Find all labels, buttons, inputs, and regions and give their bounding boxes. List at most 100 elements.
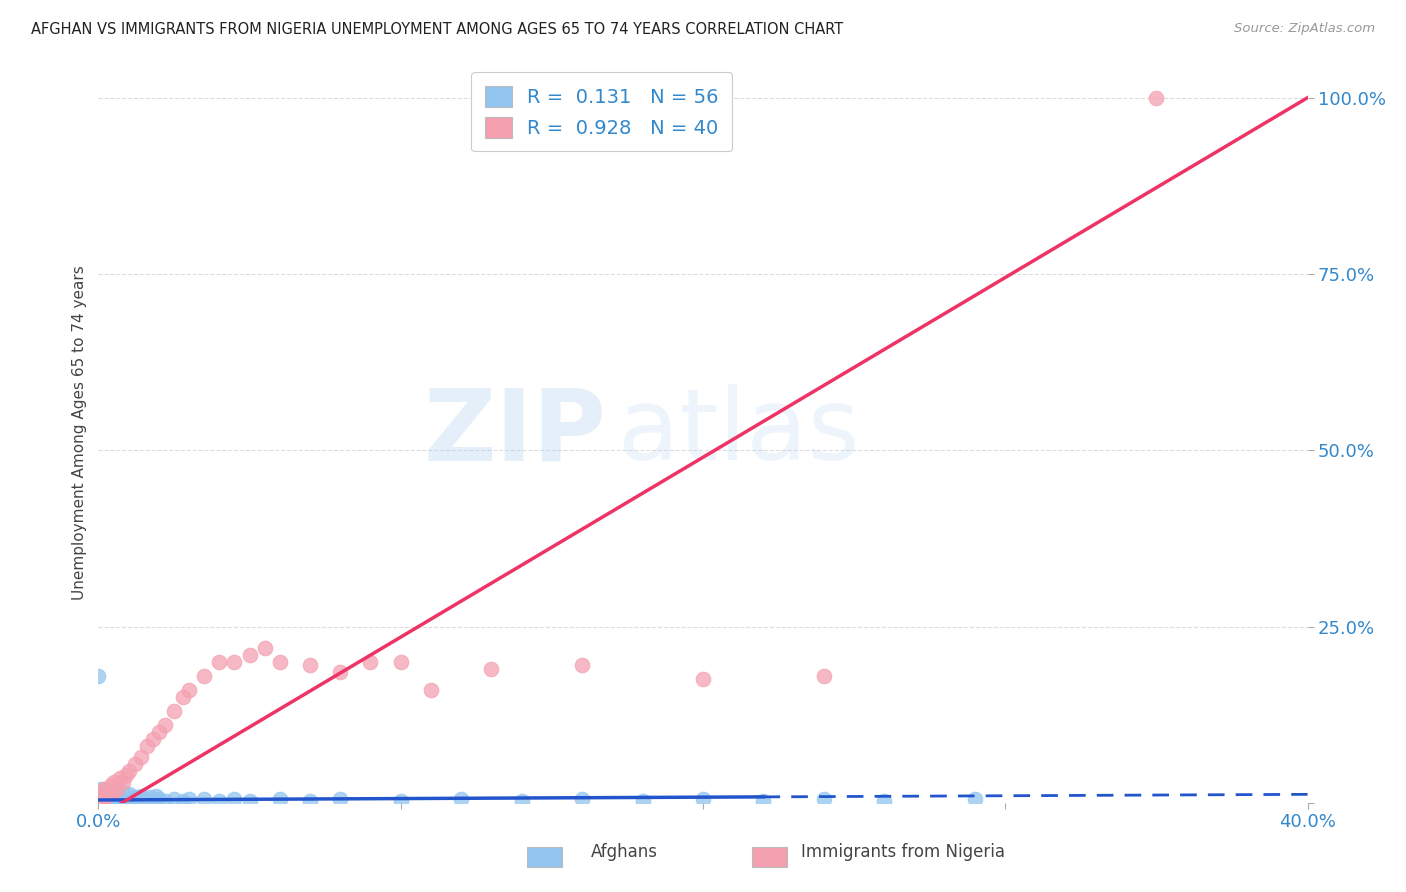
Point (118, 788, 141, 802)
Point (121, 792, 143, 806)
Point (172, 690, 194, 704)
Point (329, 792, 352, 806)
Point (87, 789, 110, 803)
Point (96, 789, 118, 803)
Point (90, 796, 112, 810)
Text: Immigrants from Nigeria: Immigrants from Nigeria (801, 843, 1005, 861)
Point (299, 658, 322, 673)
Point (239, 648, 262, 662)
Point (118, 796, 141, 810)
Point (139, 790, 162, 805)
Point (224, 655, 246, 669)
Point (420, 683, 443, 698)
Point (93, 792, 115, 806)
Point (111, 774, 134, 789)
Point (389, 794, 412, 808)
Point (239, 794, 262, 808)
Point (142, 794, 165, 808)
Point (813, 669, 835, 683)
Point (571, 792, 593, 806)
Point (450, 792, 472, 806)
Point (105, 790, 128, 805)
Text: Source: ZipAtlas.com: Source: ZipAtlas.com (1234, 22, 1375, 36)
Point (114, 794, 136, 808)
Point (481, 662, 503, 676)
Point (129, 750, 152, 764)
Point (135, 739, 157, 754)
Point (87, 794, 110, 808)
Point (172, 794, 194, 808)
Point (179, 683, 201, 698)
Point (100, 791, 122, 805)
Point (145, 789, 167, 803)
Point (96, 788, 118, 802)
Point (132, 792, 155, 806)
Point (163, 792, 186, 806)
Point (813, 792, 835, 806)
Point (103, 774, 125, 789)
Point (103, 789, 125, 803)
Point (96, 790, 118, 805)
Point (105, 781, 128, 796)
Point (124, 757, 146, 772)
Point (873, 794, 896, 808)
Point (118, 764, 141, 778)
Point (100, 794, 122, 808)
Point (965, 792, 987, 806)
Point (224, 792, 246, 806)
Text: atlas: atlas (619, 384, 860, 481)
Point (93, 785, 115, 799)
Point (124, 790, 146, 805)
Point (105, 794, 128, 808)
Point (193, 669, 215, 683)
Point (142, 732, 165, 747)
Point (93, 781, 115, 796)
Point (299, 794, 322, 808)
Point (163, 704, 186, 718)
Point (148, 725, 170, 739)
Point (752, 794, 775, 808)
Text: ZIP: ZIP (423, 384, 606, 481)
Point (108, 794, 131, 808)
Y-axis label: Unemployment Among Ages 65 to 74 years: Unemployment Among Ages 65 to 74 years (72, 265, 87, 600)
Point (111, 792, 134, 806)
Point (631, 794, 654, 808)
Point (692, 792, 714, 806)
Point (103, 785, 125, 799)
Point (90, 785, 112, 799)
Point (111, 785, 134, 799)
Point (108, 771, 131, 785)
Point (1144, 91, 1167, 105)
Point (269, 655, 291, 669)
Point (692, 673, 714, 687)
Point (148, 792, 170, 806)
Point (253, 640, 276, 655)
Point (208, 655, 231, 669)
Point (510, 794, 533, 808)
Point (153, 794, 176, 808)
Point (100, 778, 122, 792)
Text: Afghans: Afghans (591, 843, 658, 861)
Point (193, 792, 215, 806)
Point (103, 796, 125, 810)
Point (153, 718, 176, 732)
Point (87, 669, 110, 683)
Point (93, 792, 115, 806)
Point (179, 792, 201, 806)
Point (360, 655, 382, 669)
Point (96, 796, 118, 810)
Point (329, 665, 352, 680)
Point (269, 792, 291, 806)
Point (127, 794, 149, 808)
Point (90, 789, 112, 803)
Point (135, 796, 157, 810)
Point (90, 781, 112, 796)
Point (90, 796, 112, 810)
Point (114, 767, 136, 781)
Point (571, 658, 593, 673)
Legend: R =  0.131   N = 56, R =  0.928   N = 40: R = 0.131 N = 56, R = 0.928 N = 40 (471, 72, 733, 152)
Point (87, 796, 110, 810)
Point (108, 789, 131, 803)
Point (129, 789, 152, 803)
Text: AFGHAN VS IMMIGRANTS FROM NIGERIA UNEMPLOYMENT AMONG AGES 65 TO 74 YEARS CORRELA: AFGHAN VS IMMIGRANTS FROM NIGERIA UNEMPL… (31, 22, 844, 37)
